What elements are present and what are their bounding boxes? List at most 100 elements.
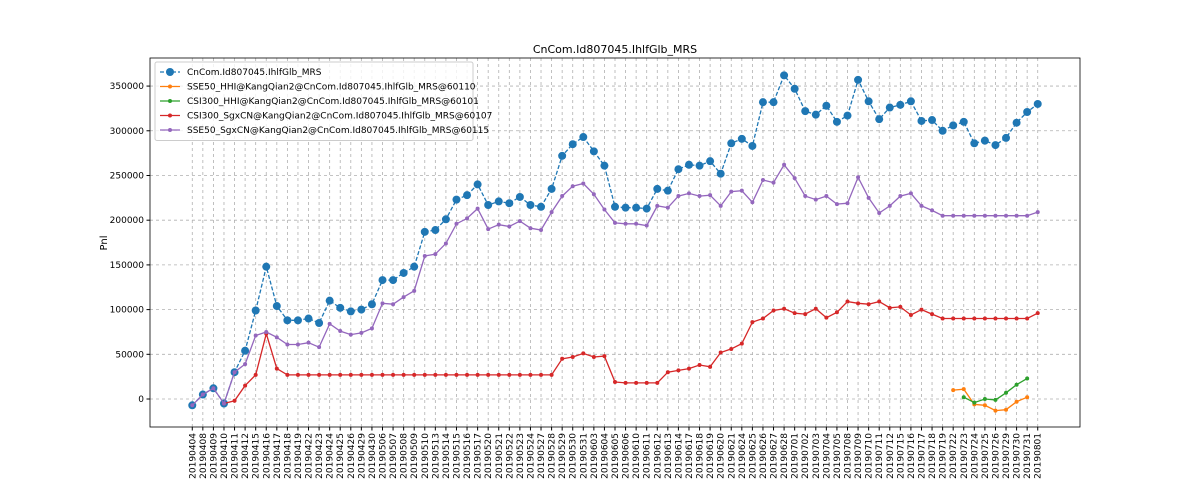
point [951,213,956,218]
point [221,401,226,406]
point [420,227,429,236]
point [253,372,258,377]
point [274,366,279,371]
point [750,320,755,325]
point [475,372,480,377]
point [325,296,334,305]
point [251,306,260,315]
x-tick-label: 20190411 [231,433,241,479]
point [304,314,313,323]
point [241,346,250,355]
point [602,354,607,359]
y-tick-label: 100000 [110,306,145,316]
point [570,354,575,359]
point [1014,399,1019,404]
point [560,356,565,361]
point [908,191,913,196]
point [484,200,493,209]
x-tick-label: 20190716 [907,433,917,479]
x-tick-label: 20190516 [463,433,473,479]
point [285,372,290,377]
point [972,213,977,218]
x-tick-label: 20190422 [305,433,315,479]
point [642,204,651,213]
point [813,306,818,311]
x-tick-label: 20190522 [505,433,515,479]
x-tick-label: 20190722 [949,433,959,479]
x-tick-label: 20190628 [780,433,790,479]
x-tick-label: 20190415 [252,433,262,479]
point [655,380,660,385]
x-tick-label: 20190719 [939,433,949,479]
point [813,197,818,202]
point [443,372,448,377]
x-tick-label: 20190624 [738,433,748,479]
x-tick-label: 20190530 [569,433,579,479]
point [760,177,765,182]
point [537,202,546,211]
point [739,341,744,346]
point [295,342,300,347]
x-tick-label: 20190710 [865,433,875,479]
point [528,372,533,377]
point [970,139,979,148]
point [285,342,290,347]
point [262,262,271,271]
x-tick-label: 20190619 [706,433,716,479]
x-tick-label: 20190424 [326,433,336,479]
point [327,321,332,326]
x-tick-label: 20190703 [812,433,822,479]
point [632,203,641,212]
point [496,372,501,377]
point [570,184,575,189]
x-tick-label: 20190604 [600,433,610,479]
legend-label: CnCom.Id807045.IhlfGlb_MRS [187,68,322,78]
point [1002,133,1011,142]
point [589,147,598,156]
point [803,194,808,199]
point [1004,316,1009,321]
point [369,326,374,331]
point [674,165,683,174]
point [811,110,820,119]
x-tick-label: 20190730 [1013,433,1023,479]
series-line [223,300,1038,405]
point [695,161,704,170]
point [951,316,956,321]
x-tick-label: 20190715 [896,433,906,479]
point [558,151,567,160]
point [611,202,619,211]
x-tick-label: 20190729 [1002,433,1012,479]
point [463,191,472,200]
y-tick-label: 350000 [110,82,145,92]
point [875,115,884,124]
x-tick-label: 20190605 [611,433,621,479]
y-tick-label: 200000 [110,216,145,226]
x-tick-label: 20190606 [622,433,632,479]
point [824,194,829,199]
point [644,380,649,385]
point [431,226,440,235]
legend-label: CSI300_HHI@KangQian2@CnCom.Id807045.Ihlf… [187,97,479,107]
point [422,253,427,258]
x-tick-label: 20190620 [717,433,727,479]
point [697,194,702,199]
point [348,372,353,377]
point [686,191,691,196]
point [665,370,670,375]
x-tick-label: 20190618 [696,433,706,479]
x-tick-label: 20190418 [283,433,293,479]
point [803,312,808,317]
y-axis-label: Pnl [99,236,110,251]
x-tick-label: 20190510 [421,433,431,479]
point [771,180,776,185]
x-tick-label: 20190617 [685,433,695,479]
x-tick-label: 20190527 [537,433,547,479]
x-tick-label: 20190409 [209,433,219,479]
x-tick-label: 20190410 [220,433,230,479]
point [856,175,861,180]
point [930,208,935,213]
point [663,186,672,195]
point [283,316,292,325]
point [539,228,544,233]
